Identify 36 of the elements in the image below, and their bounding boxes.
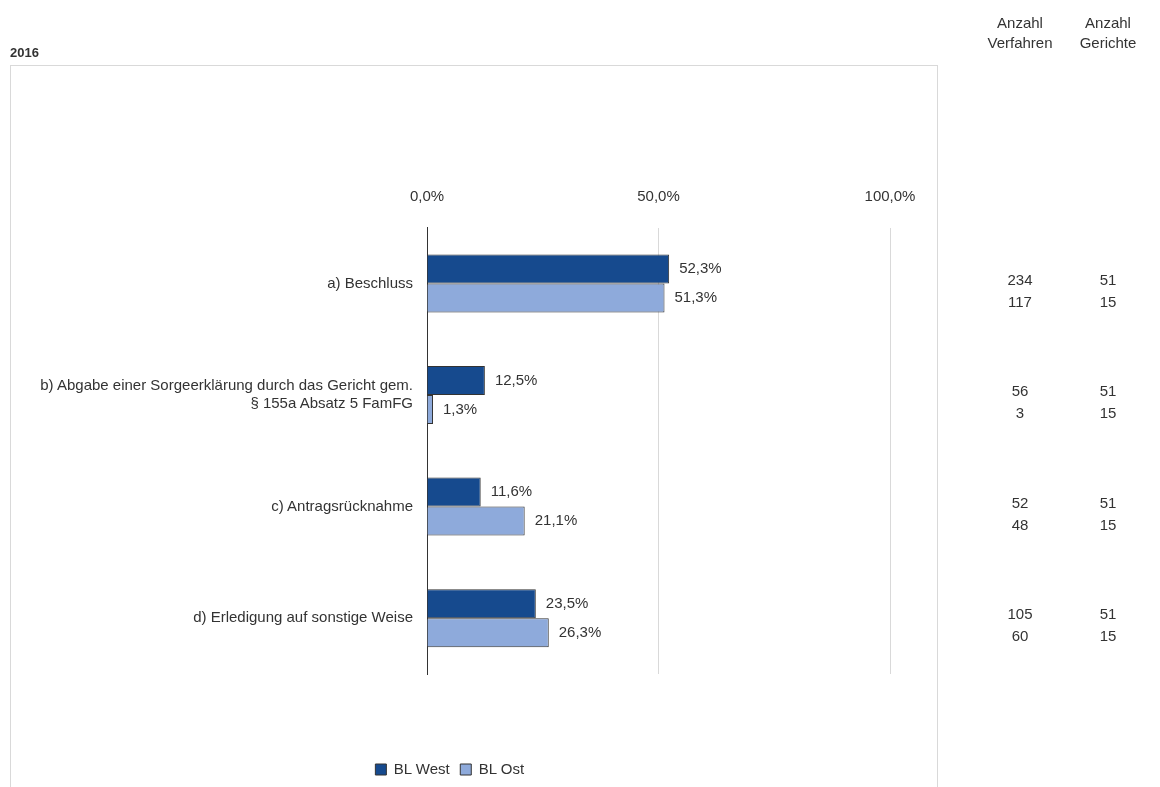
legend-label: BL West [393, 759, 451, 777]
data-label: 12,5% [494, 370, 538, 388]
text: 52 [1011, 493, 1029, 511]
text: 51 [1099, 605, 1117, 623]
text: Anzahl Verfahren [987, 14, 1053, 51]
text: 234 [1007, 270, 1033, 288]
text: 60 [1011, 627, 1029, 645]
data-label: 52,3% [679, 259, 722, 277]
y-tick-label: a) Beschluss [327, 273, 413, 291]
text: 15 [1099, 292, 1117, 310]
text: 48 [1011, 515, 1029, 533]
text: 15 [1099, 515, 1117, 533]
text: 117 [1008, 292, 1032, 310]
y-tick-label: b) Abgabe einer Sorgeerklärung durch das Gericht gem. § 155a Absatz 5 FamFG [40, 376, 413, 412]
data-label: 26,3% [558, 622, 602, 640]
text: 51 [1099, 493, 1117, 511]
legend-label: BL Ost [478, 759, 525, 777]
text: Anzahl Gerichte [1079, 14, 1137, 51]
data-label: 11,6% [490, 482, 533, 500]
text: 15 [1099, 404, 1117, 422]
text: 3 [1015, 404, 1025, 422]
data-label: 51,3% [674, 288, 718, 306]
y-tick-label: c) Antragsrücknahme [271, 496, 413, 514]
data-label: 21,1% [534, 511, 578, 529]
text: 105 [1007, 605, 1033, 623]
y-tick-label: d) Erledigung auf sonstige Weise [193, 608, 413, 626]
data-label: 1,3% [443, 399, 478, 417]
text: 15 [1099, 627, 1117, 645]
data-label: 23,5% [545, 593, 589, 611]
x-tick-label: 0,0% [409, 186, 445, 204]
x-tick-label: 100,0% [864, 186, 916, 204]
text: 51 [1099, 382, 1117, 400]
x-tick-label: 50,0% [637, 186, 680, 204]
text: 51 [1099, 270, 1117, 288]
text: 56 [1011, 382, 1029, 400]
text: 2016 [10, 45, 39, 61]
